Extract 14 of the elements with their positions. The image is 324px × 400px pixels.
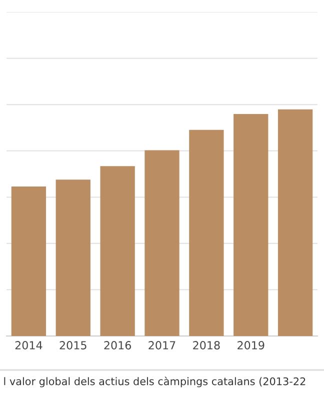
x-tick-label: 2018: [193, 341, 220, 350]
bar: [144, 150, 180, 336]
bar: [11, 186, 46, 336]
x-tick-label: 2015: [60, 341, 86, 350]
bar: [100, 166, 135, 336]
bar: [189, 130, 224, 336]
x-tick-label: 2014: [15, 341, 42, 350]
text: l valor global dels actius dels càmpings catalans (2013-22: [4, 376, 306, 388]
x-tick-label: 2017: [148, 341, 176, 350]
bar: [234, 114, 268, 336]
bar: [278, 109, 313, 336]
x-tick-label: 2019: [238, 341, 264, 350]
bar: [56, 180, 90, 336]
x-tick-label: 2016: [104, 341, 132, 350]
